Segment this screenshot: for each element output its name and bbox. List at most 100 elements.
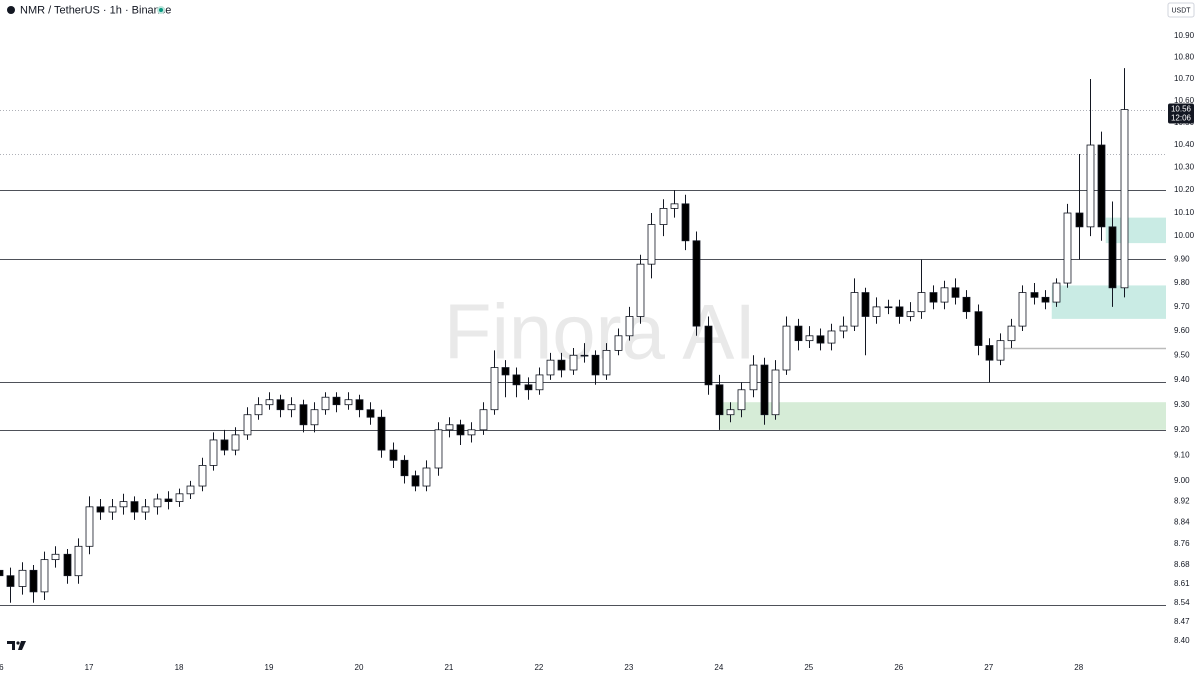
y-tick-label: 9.20 [1174,425,1190,434]
candle-body [512,374,521,386]
y-tick-label: 8.76 [1174,539,1190,548]
candle-body [175,493,184,503]
candle-body [6,575,15,587]
candle-body [355,399,364,411]
candle-body [557,359,566,371]
y-tick-label: 9.50 [1174,350,1190,359]
candle-body [1086,144,1095,228]
candle-body [29,569,38,593]
y-tick-label: 10.20 [1174,185,1195,194]
candle-body [850,292,859,327]
currency-box[interactable] [1167,2,1195,18]
y-tick-label: 8.68 [1174,560,1190,569]
candle-body [186,485,195,495]
candle-body [737,389,746,411]
candle-body [220,439,229,451]
candle-body [996,340,1005,361]
y-tick-label: 10.00 [1174,231,1195,240]
candle-body [1018,292,1027,327]
candle-body [445,424,454,431]
candle-body [344,399,353,406]
x-tick-label: 17 [85,663,94,672]
x-tick-label: 28 [1074,663,1083,672]
candle-body [265,399,274,406]
zone [1051,285,1166,319]
candle-body [614,335,623,351]
candle-body [119,501,128,508]
last-price-label: 10.56 [1171,105,1192,114]
x-tick-label: 24 [714,663,723,672]
watermark: Finora AI [444,288,756,376]
candle-body [827,330,836,344]
candle-body [1041,296,1050,303]
y-tick-label: 8.84 [1174,518,1190,527]
candle-body [861,292,870,317]
y-tick-label: 9.30 [1174,400,1190,409]
candle-body [962,296,971,313]
candle-body [726,409,735,416]
candle-body [456,424,465,436]
chart-title: NMR / TetherUS · 1h · Binance [20,4,171,16]
zone [718,402,1166,430]
y-tick-label: 10.70 [1174,74,1195,83]
y-tick-label: 9.00 [1174,476,1190,485]
logo-part [16,641,20,645]
candle-body [1108,226,1117,289]
y-tick-label: 9.10 [1174,450,1190,459]
candle-body [243,414,252,436]
candle-body [96,506,105,513]
candle-body [422,467,431,487]
candle-body [490,367,499,411]
y-tick-label: 9.60 [1174,326,1190,335]
y-tick-label: 8.40 [1174,636,1190,645]
candle-body [625,316,634,337]
candle-body [681,203,690,242]
candle-body [794,325,803,342]
y-tick-label: 8.54 [1174,598,1190,607]
x-tick-label: 16 [0,663,4,672]
x-tick-label: 23 [624,663,633,672]
y-tick-label: 9.90 [1174,255,1190,264]
status-dot [157,6,165,14]
candle-body [310,409,319,426]
x-tick-label: 18 [175,663,184,672]
candle-body [51,553,60,561]
x-tick-label: 21 [444,663,453,672]
candle-body [276,399,285,411]
candle-body [647,224,656,265]
candle-body [715,384,724,416]
candle-body [141,506,150,513]
candle-body [1120,109,1129,289]
candle-body [917,292,926,313]
candle-body [839,325,848,332]
candle-body [636,263,645,317]
candle-body [366,409,375,418]
candle-body [884,306,893,309]
countdown: 12:06 [1171,114,1192,123]
background-layer: Finora AI [444,288,756,376]
currency: USDT [1171,7,1191,14]
candle-body [231,434,240,451]
y-tick-label: 10.30 [1174,163,1195,172]
candle-body [895,306,904,317]
candle-body [535,374,544,391]
candle-body [63,553,72,577]
candle-body [299,404,308,426]
candle-body [130,501,139,513]
candle-body [108,506,117,513]
candle-body [389,449,398,461]
candle-body [929,292,938,303]
candle-body [659,208,668,225]
candle-body [287,404,296,411]
logo-part [7,641,15,650]
candle-body [546,359,555,376]
candle-body [591,354,600,376]
candle-body [602,349,611,376]
y-tick-label: 9.70 [1174,302,1190,311]
x-tick-label: 22 [534,663,543,672]
candle-body [467,429,476,436]
y-tick-label: 10.90 [1174,31,1195,40]
candle-body [985,345,994,361]
x-tick-label: 20 [355,663,364,672]
candle-body [569,354,578,371]
